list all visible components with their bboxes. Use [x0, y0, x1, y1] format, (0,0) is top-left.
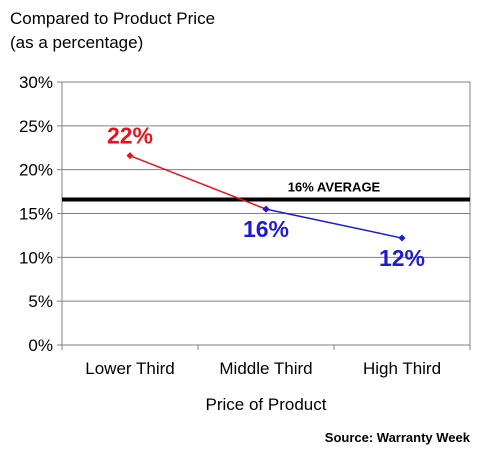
y-tick-label: 20%: [19, 161, 53, 180]
series-lines: [126, 152, 406, 242]
data-label: 12%: [379, 245, 425, 271]
y-tick-label: 5%: [28, 292, 53, 311]
average-label: 16% AVERAGE: [288, 179, 381, 194]
data-point: [398, 234, 406, 242]
gridlines: [62, 81, 470, 346]
y-axis-ticks: 0% 5% 10% 15% 20% 25% 30%: [19, 73, 62, 355]
x-axis-label: Price of Product: [206, 395, 327, 414]
plot-area: [61, 81, 471, 346]
source-note: Source: Warranty Week: [325, 430, 471, 445]
chart-title: Compared to Product Price: [10, 9, 215, 28]
y-tick-label: 10%: [19, 248, 53, 267]
x-tick-label: High Third: [363, 359, 441, 378]
y-tick-label: 0%: [28, 336, 53, 355]
x-axis-ticks: Lower Third Middle Third High Third: [61, 345, 471, 378]
series-line-lower-to-middle: [129, 154, 267, 210]
data-point: [262, 205, 270, 213]
data-label: 22%: [107, 123, 153, 149]
chart-subtitle: (as a percentage): [10, 33, 143, 52]
data-label: 16%: [243, 216, 289, 242]
x-tick-label: Lower Third: [85, 359, 174, 378]
y-tick-label: 25%: [19, 117, 53, 136]
series-line-middle-to-high: [265, 208, 403, 239]
x-tick-label: Middle Third: [219, 359, 312, 378]
data-labels: 22% 16% 12%: [107, 123, 425, 271]
y-tick-label: 15%: [19, 205, 53, 224]
y-tick-label: 30%: [19, 73, 53, 92]
data-point: [126, 152, 134, 160]
